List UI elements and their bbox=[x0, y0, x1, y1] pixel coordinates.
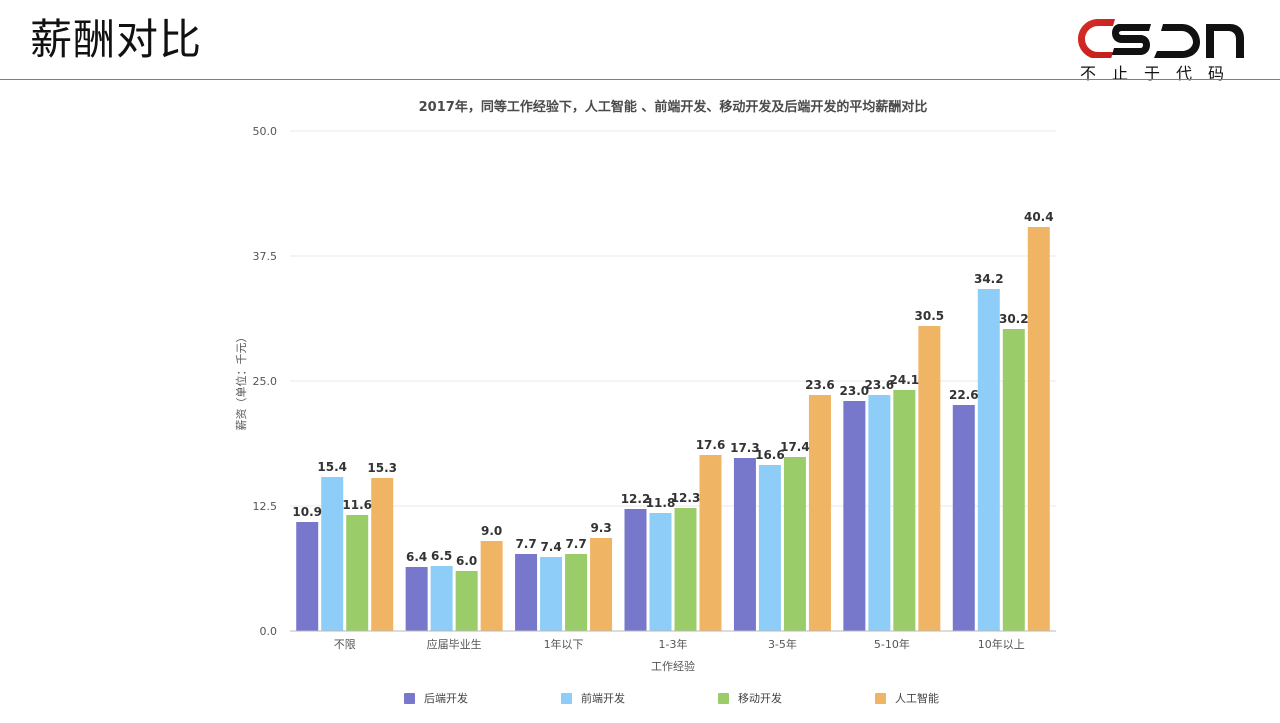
bar-label-5-1: 23.6 bbox=[865, 378, 895, 392]
chart-title: 2017年，同等工作经验下，人工智能 、前端开发、移动开发及后端开发的平均薪酬对… bbox=[419, 99, 928, 115]
bar-label-0-1: 15.4 bbox=[317, 460, 347, 474]
bar-6-3 bbox=[1027, 227, 1050, 631]
x-tick-label-6: 10年以上 bbox=[978, 637, 1025, 651]
x-tick-label-4: 3-5年 bbox=[768, 637, 797, 651]
bar-1-3 bbox=[480, 541, 503, 631]
legend-swatch-2 bbox=[718, 693, 729, 704]
bar-label-0-2: 11.6 bbox=[342, 498, 372, 512]
legend-label-2: 移动开发 bbox=[738, 691, 782, 705]
legend: 后端开发 前端开发 移动开发 人工智能 bbox=[404, 691, 939, 705]
bar-5-3 bbox=[918, 326, 941, 631]
bar-label-3-3: 17.6 bbox=[696, 438, 726, 452]
bar-label-0-3: 15.3 bbox=[367, 461, 397, 475]
bar-6-0 bbox=[952, 405, 975, 631]
x-tick-label-5: 5-10年 bbox=[874, 637, 910, 651]
y-tick-label-3: 37.5 bbox=[253, 250, 278, 263]
bar-label-5-0: 23.0 bbox=[840, 384, 870, 398]
y-axis-title: 薪资（单位：千元） bbox=[234, 332, 248, 431]
bar-6-1 bbox=[977, 289, 1000, 631]
brand-logo: 不止于代码 bbox=[1074, 8, 1246, 83]
bar-label-3-2: 12.3 bbox=[671, 491, 701, 505]
bar-2-0 bbox=[515, 554, 538, 631]
bar-label-2-2: 7.7 bbox=[565, 537, 586, 551]
bar-label-1-2: 6.0 bbox=[456, 554, 477, 568]
bar-label-1-3: 9.0 bbox=[481, 524, 502, 538]
labels-layer: 0.0 12.5 25.0 37.5 50.0 不限 10.9 15.4 11.6 15.3 应届毕… bbox=[253, 125, 1054, 651]
bar-0-1 bbox=[321, 477, 344, 631]
bar-0-0 bbox=[296, 522, 319, 631]
bar-2-2 bbox=[565, 554, 588, 631]
bar-label-2-1: 7.4 bbox=[540, 540, 561, 554]
bar-label-4-2: 17.4 bbox=[780, 440, 810, 454]
bar-3-3 bbox=[699, 455, 722, 631]
legend-label-3: 人工智能 bbox=[895, 691, 939, 705]
bar-5-0 bbox=[843, 401, 866, 631]
bar-4-0 bbox=[733, 458, 756, 631]
bars-layer bbox=[296, 227, 1050, 631]
bar-label-0-0: 10.9 bbox=[292, 505, 322, 519]
bar-label-6-1: 34.2 bbox=[974, 272, 1004, 286]
y-tick-label-1: 12.5 bbox=[253, 500, 278, 513]
bar-1-2 bbox=[455, 571, 478, 631]
bar-label-4-3: 23.6 bbox=[805, 378, 835, 392]
bar-3-0 bbox=[624, 509, 647, 631]
y-tick-label-2: 25.0 bbox=[253, 375, 278, 388]
bar-0-2 bbox=[346, 515, 369, 631]
x-tick-label-2: 1年以下 bbox=[544, 637, 584, 651]
bar-label-2-0: 7.7 bbox=[515, 537, 536, 551]
bar-4-3 bbox=[808, 395, 831, 631]
bar-label-2-3: 9.3 bbox=[590, 521, 611, 535]
bar-label-5-3: 30.5 bbox=[915, 309, 945, 323]
legend-swatch-3 bbox=[875, 693, 886, 704]
bar-label-4-0: 17.3 bbox=[730, 441, 760, 455]
bar-4-2 bbox=[783, 457, 806, 631]
bar-label-1-0: 6.4 bbox=[406, 550, 427, 564]
legend-label-1: 前端开发 bbox=[581, 691, 625, 705]
y-tick-label-4: 50.0 bbox=[253, 125, 278, 138]
legend-swatch-1 bbox=[561, 693, 572, 704]
bar-2-1 bbox=[540, 557, 563, 631]
bar-label-4-1: 16.6 bbox=[755, 448, 785, 462]
bar-2-3 bbox=[590, 538, 613, 631]
x-tick-label-0: 不限 bbox=[334, 638, 356, 651]
bar-6-2 bbox=[1002, 329, 1025, 631]
legend-swatch-0 bbox=[404, 693, 415, 704]
bar-label-5-2: 24.1 bbox=[890, 373, 920, 387]
bar-1-0 bbox=[405, 567, 428, 631]
bar-label-6-3: 40.4 bbox=[1024, 210, 1054, 224]
x-axis-title: 工作经验 bbox=[651, 659, 695, 673]
x-tick-label-3: 1-3年 bbox=[659, 637, 688, 651]
bar-0-3 bbox=[371, 478, 394, 631]
bar-5-2 bbox=[893, 390, 916, 631]
header-divider bbox=[0, 79, 1280, 80]
x-tick-label-1: 应届毕业生 bbox=[427, 637, 482, 651]
csdn-logo-icon bbox=[1078, 19, 1244, 58]
y-tick-label-0: 0.0 bbox=[260, 625, 278, 638]
legend-label-0: 后端开发 bbox=[424, 691, 468, 705]
bar-label-1-1: 6.5 bbox=[431, 549, 452, 563]
brand-slogan: 不止于代码 bbox=[1080, 64, 1241, 83]
bar-label-3-0: 12.2 bbox=[621, 492, 651, 506]
grid-layer bbox=[290, 130, 1056, 632]
bar-label-6-0: 22.6 bbox=[949, 388, 979, 402]
bar-1-1 bbox=[430, 566, 453, 631]
page-title: 薪酬对比 bbox=[30, 15, 203, 64]
bar-label-3-1: 11.8 bbox=[646, 496, 676, 510]
bar-5-1 bbox=[868, 395, 891, 631]
bar-3-2 bbox=[674, 508, 697, 631]
bar-4-1 bbox=[758, 465, 781, 631]
bar-3-1 bbox=[649, 513, 672, 631]
bar-label-6-2: 30.2 bbox=[999, 312, 1029, 326]
